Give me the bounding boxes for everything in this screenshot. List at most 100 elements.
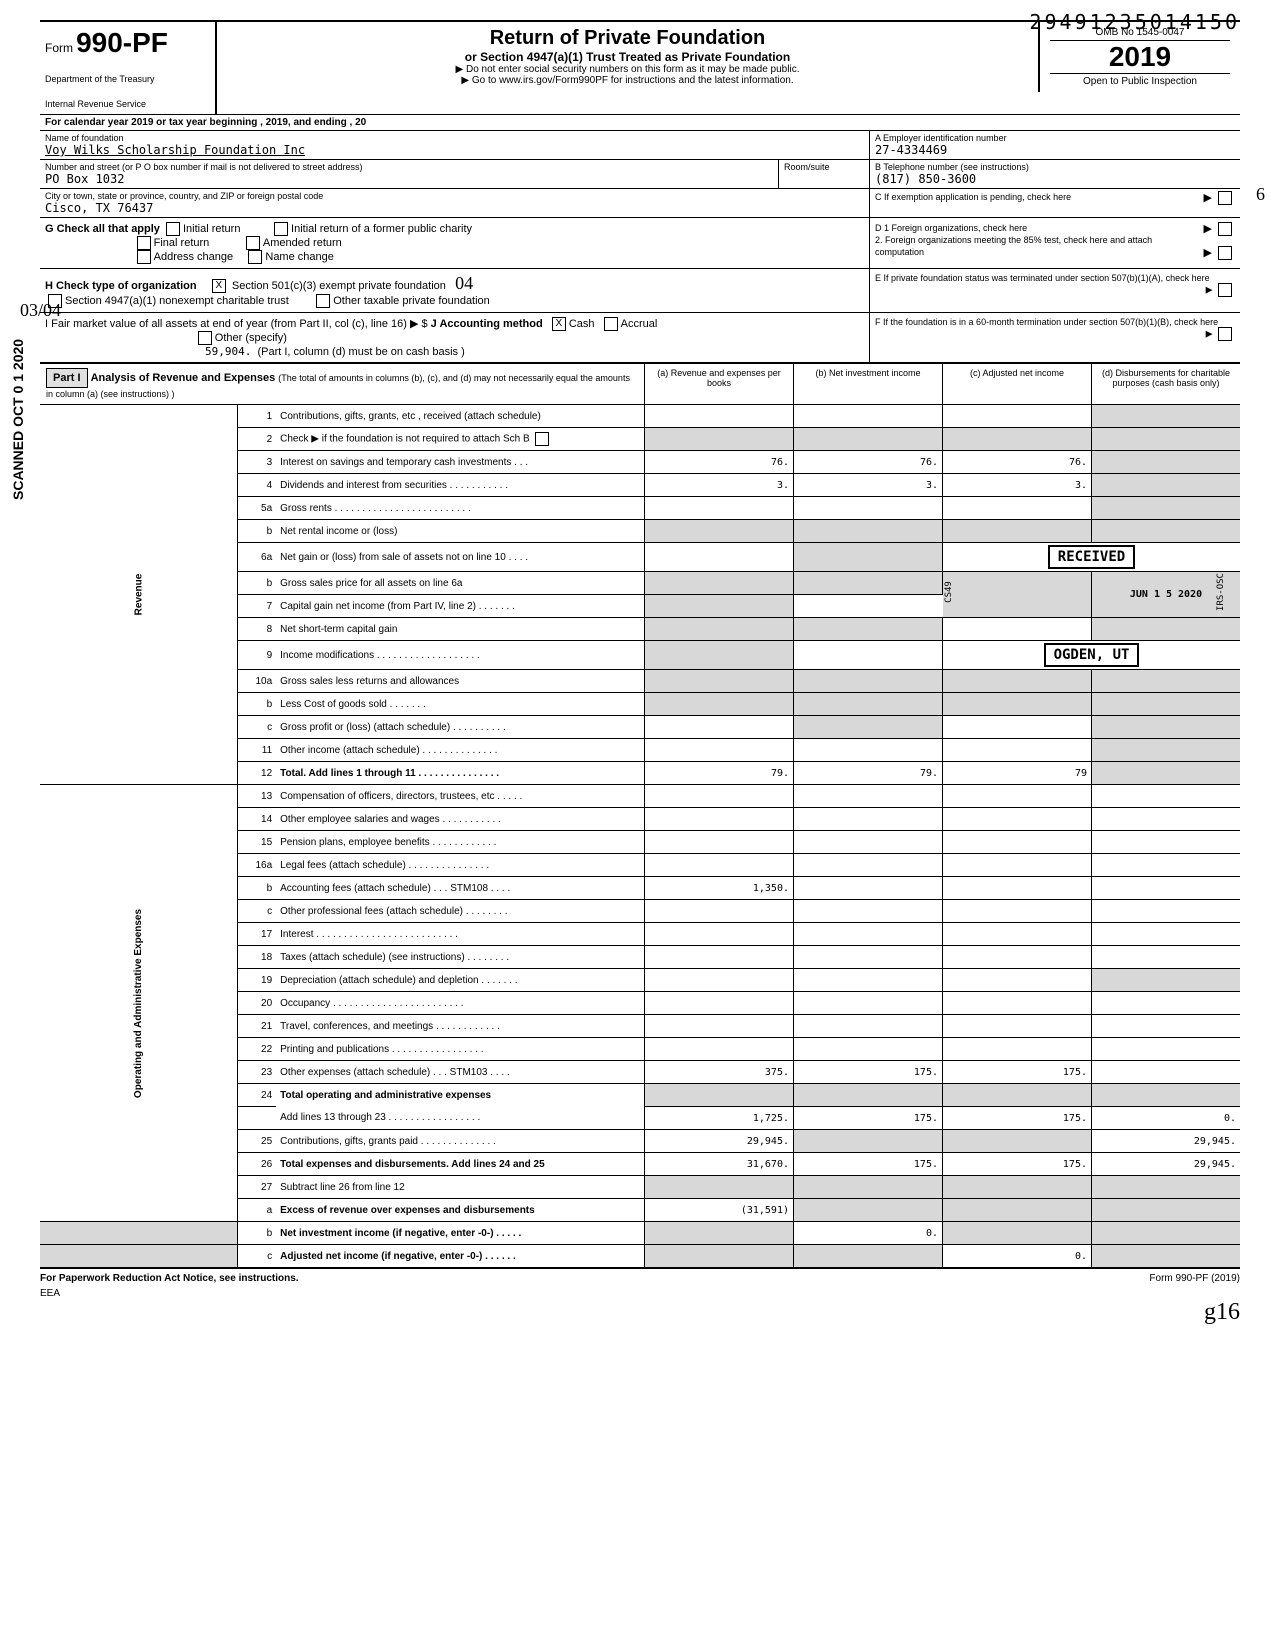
h-4947: Section 4947(a)(1) nonexempt charitable … bbox=[65, 295, 289, 307]
line-27b-row: bNet investment income (if negative, ent… bbox=[40, 1222, 1240, 1245]
line2-checkbox[interactable] bbox=[535, 432, 549, 446]
e-label: E If private foundation status was termi… bbox=[875, 273, 1210, 283]
e-box: E If private foundation status was termi… bbox=[870, 269, 1240, 312]
expenses-side-label: Operating and Administrative Expenses bbox=[40, 785, 238, 1222]
ein-value: 27-4334469 bbox=[875, 143, 1235, 157]
col-c-header: (c) Adjusted net income bbox=[943, 364, 1092, 404]
j-label: J Accounting method bbox=[431, 318, 543, 330]
j-other-checkbox[interactable] bbox=[198, 331, 212, 345]
public-inspection: Open to Public Inspection bbox=[1050, 73, 1230, 87]
address-telephone-row: Number and street (or P O box number if … bbox=[40, 160, 1240, 189]
title-sub: or Section 4947(a)(1) Trust Treated as P… bbox=[227, 50, 1028, 64]
room-suite-box: Room/suite bbox=[779, 160, 870, 188]
d2-checkbox[interactable] bbox=[1218, 246, 1232, 260]
form-number-box: Form 990-PF Department of the Treasury I… bbox=[40, 22, 217, 114]
e-checkbox[interactable] bbox=[1218, 283, 1232, 297]
jun-date-stamp: JUN 1 5 2020 bbox=[1130, 589, 1202, 600]
footer-eea: EEA bbox=[40, 1288, 1240, 1299]
h-other-checkbox[interactable] bbox=[316, 294, 330, 308]
c-checkbox[interactable] bbox=[1218, 191, 1232, 205]
c-exemption-box: C If exemption application is pending, c… bbox=[870, 189, 1240, 217]
title-main: Return of Private Foundation bbox=[227, 27, 1028, 50]
title-note1: ▶ Do not enter social security numbers o… bbox=[227, 64, 1028, 75]
i-f-row: I Fair market value of all assets at end… bbox=[40, 313, 1240, 364]
ein-label: A Employer identification number bbox=[875, 133, 1235, 143]
title-note2: ▶ Go to www.irs.gov/Form990PF for instru… bbox=[227, 75, 1028, 86]
i-value: 59,904. bbox=[205, 345, 251, 358]
telephone-value: (817) 850-3600 bbox=[875, 172, 1235, 186]
line-27c-row: cAdjusted net income (if negative, enter… bbox=[40, 1245, 1240, 1269]
form-number: 990-PF bbox=[76, 27, 168, 58]
part1-label: Part I bbox=[46, 368, 88, 388]
j-accrual-checkbox[interactable] bbox=[604, 317, 618, 331]
g-addr-checkbox[interactable] bbox=[137, 250, 151, 264]
h-label: H Check type of organization bbox=[45, 280, 197, 292]
g-addr-change: Address change bbox=[154, 251, 234, 263]
tax-year: 2019 bbox=[1050, 41, 1230, 73]
handwritten-0304: 03/04 bbox=[20, 300, 61, 321]
city-value: Cisco, TX 76437 bbox=[45, 201, 864, 215]
j-note: (Part I, column (d) must be on cash basi… bbox=[257, 346, 464, 358]
j-cash: Cash bbox=[569, 318, 595, 330]
part1-table: Revenue1Contributions, gifts, grants, et… bbox=[40, 405, 1240, 1269]
dept-treasury: Department of the Treasury bbox=[45, 74, 205, 84]
g-box: G Check all that apply Initial return In… bbox=[40, 218, 870, 268]
footer-form-no: Form 990-PF (2019) bbox=[1149, 1273, 1240, 1284]
handwritten-6: 6 bbox=[1256, 184, 1265, 205]
dept-irs: Internal Revenue Service bbox=[45, 99, 205, 109]
footer-row: For Paperwork Reduction Act Notice, see … bbox=[40, 1269, 1240, 1284]
j-cash-checkbox[interactable] bbox=[552, 317, 566, 331]
ein-box: A Employer identification number 27-4334… bbox=[870, 131, 1240, 159]
revenue-side-label: Revenue bbox=[40, 405, 238, 785]
g-amended-checkbox[interactable] bbox=[246, 236, 260, 250]
col-a-header: (a) Revenue and expenses per books bbox=[645, 364, 794, 404]
g-d-row: G Check all that apply Initial return In… bbox=[40, 218, 1240, 269]
f-box: F If the foundation is in a 60-month ter… bbox=[870, 313, 1240, 362]
g-name-checkbox[interactable] bbox=[248, 250, 262, 264]
g-initial-former-checkbox[interactable] bbox=[274, 222, 288, 236]
telephone-box: B Telephone number (see instructions) (8… bbox=[870, 160, 1240, 188]
telephone-label: B Telephone number (see instructions) bbox=[875, 162, 1235, 172]
j-accrual: Accrual bbox=[621, 318, 658, 330]
dln-number: 29491235014150 bbox=[1029, 10, 1240, 34]
form-header-row: Form 990-PF Department of the Treasury I… bbox=[40, 20, 1240, 115]
j-other: Other (specify) bbox=[215, 332, 287, 344]
calendar-year-line: For calendar year 2019 or tax year begin… bbox=[40, 115, 1240, 131]
room-label: Room/suite bbox=[784, 162, 864, 172]
title-box: Return of Private Foundation or Section … bbox=[217, 22, 1038, 91]
foundation-name-box: Name of foundation Voy Wilks Scholarship… bbox=[40, 131, 870, 159]
d-box: D 1 Foreign organizations, check here ▶ … bbox=[870, 218, 1240, 268]
g-final-checkbox[interactable] bbox=[137, 236, 151, 250]
cs49-stamp: CS49 bbox=[944, 581, 954, 603]
d1-checkbox[interactable] bbox=[1218, 222, 1232, 236]
g-initial-checkbox[interactable] bbox=[166, 222, 180, 236]
footer-paperwork: For Paperwork Reduction Act Notice, see … bbox=[40, 1273, 299, 1284]
h-e-row: H Check type of organization Section 501… bbox=[40, 269, 1240, 313]
part1-header-row: Part I Analysis of Revenue and Expenses … bbox=[40, 364, 1240, 405]
address-label: Number and street (or P O box number if … bbox=[45, 162, 773, 172]
h-other-tax: Other taxable private foundation bbox=[333, 295, 490, 307]
scanned-stamp: SCANNED OCT 0 1 2020 bbox=[10, 339, 26, 500]
i-box: I Fair market value of all assets at end… bbox=[40, 313, 870, 362]
city-box: City or town, state or province, country… bbox=[40, 189, 870, 217]
d1-label: D 1 Foreign organizations, check here bbox=[875, 223, 1027, 233]
i-label: I Fair market value of all assets at end… bbox=[45, 318, 428, 330]
h-501c3: Section 501(c)(3) exempt private foundat… bbox=[232, 280, 446, 292]
received-stamp: RECEIVED bbox=[1048, 545, 1135, 569]
po-box: PO Box 1032 bbox=[45, 172, 773, 186]
foundation-name: Voy Wilks Scholarship Foundation Inc bbox=[45, 143, 864, 157]
part1-title: Analysis of Revenue and Expenses bbox=[91, 372, 276, 384]
g-initial-former: Initial return of a former public charit… bbox=[291, 223, 472, 235]
form-prefix: Form bbox=[45, 41, 73, 55]
h-box: H Check type of organization Section 501… bbox=[40, 269, 870, 312]
f-checkbox[interactable] bbox=[1218, 327, 1232, 341]
d2-label: 2. Foreign organizations meeting the 85%… bbox=[875, 235, 1152, 257]
g-amended: Amended return bbox=[263, 237, 342, 249]
col-d-header: (d) Disbursements for charitable purpose… bbox=[1092, 364, 1240, 404]
g-initial: Initial return bbox=[183, 223, 240, 235]
g-final: Final return bbox=[154, 237, 210, 249]
h-501c3-checkbox[interactable] bbox=[212, 279, 226, 293]
f-label: F If the foundation is in a 60-month ter… bbox=[875, 317, 1218, 327]
col-b-header: (b) Net investment income bbox=[794, 364, 943, 404]
city-label: City or town, state or province, country… bbox=[45, 191, 864, 201]
